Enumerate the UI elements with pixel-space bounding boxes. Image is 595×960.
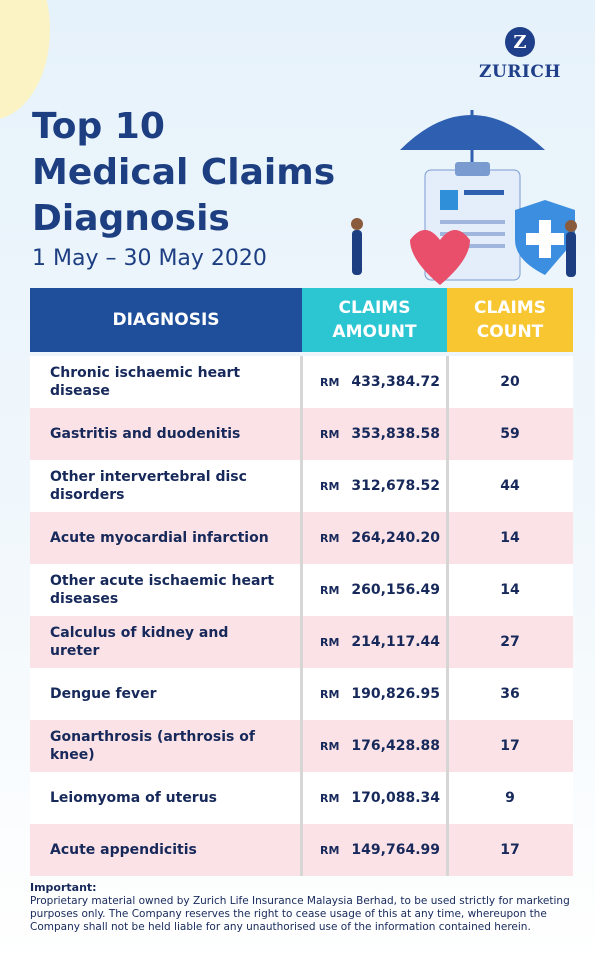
currency: RM — [320, 583, 340, 597]
currency: RM — [320, 635, 340, 649]
column-separator — [446, 356, 449, 876]
currency: RM — [320, 687, 340, 701]
claims-amount: 214,117.44 — [351, 634, 440, 650]
diagnosis: Gastritis and duodenitis — [50, 426, 241, 442]
column-header: CLAIMS AMOUNT — [302, 288, 447, 352]
claims-amount: 190,826.95 — [351, 686, 440, 702]
claims-count: 9 — [505, 790, 515, 806]
column-header: DIAGNOSIS — [30, 288, 302, 352]
claims-count: 59 — [500, 426, 520, 442]
claims-amount: 176,428.88 — [351, 738, 440, 754]
claims-amount: 312,678.52 — [351, 478, 440, 494]
logo: ZURICH — [479, 62, 561, 82]
claims-count: 44 — [500, 478, 520, 494]
currency: RM — [320, 739, 340, 753]
decoration: Z — [0, 0, 577, 285]
diagnosis: Leiomyoma of uterus — [50, 790, 218, 806]
currency: RM — [320, 531, 340, 545]
title-line: Diagnosis — [32, 198, 230, 239]
currency: RM — [320, 375, 340, 389]
title-line: Medical Claims — [32, 152, 336, 193]
claims-amount: 149,764.99 — [351, 842, 440, 858]
diagnosis: Acute myocardial infarction — [50, 530, 269, 546]
currency: RM — [320, 791, 340, 805]
currency: RM — [320, 479, 340, 493]
claims-count: 17 — [500, 842, 520, 858]
claims-count: 27 — [500, 634, 520, 650]
currency: RM — [320, 427, 340, 441]
diagnosis: Other intervertebral disc disorders — [50, 469, 247, 503]
diagnosis: Gonarthrosis (arthrosis of knee) — [50, 729, 255, 763]
title-line: Top 10 — [32, 106, 165, 147]
diagnosis: Other acute ischaemic heart diseases — [50, 573, 275, 607]
claims-amount: 170,088.34 — [351, 790, 440, 806]
claims-count: 20 — [500, 374, 520, 390]
claims-count: 14 — [500, 582, 520, 598]
claims-count: 14 — [500, 530, 520, 546]
diagnosis: Calculus of kidney and ureter — [50, 625, 229, 659]
claims-count: 36 — [500, 686, 520, 702]
footer-label: Important: — [30, 881, 97, 894]
diagnosis: Chronic ischaemic heart disease — [50, 365, 241, 399]
claims-amount: 433,384.72 — [351, 374, 440, 390]
claims-count: 17 — [500, 738, 520, 754]
column-separator — [300, 356, 303, 876]
claims-amount: 353,838.58 — [351, 426, 440, 442]
diagnosis: Acute appendicitis — [50, 842, 197, 858]
date-range: 1 May – 30 May 2020 — [32, 246, 267, 271]
footer-text: Proprietary material owned by Zurich Lif… — [30, 895, 570, 933]
claims-amount: 260,156.49 — [351, 582, 440, 598]
column-header: CLAIMS COUNT — [447, 288, 573, 352]
currency: RM — [320, 843, 340, 857]
claims-amount: 264,240.20 — [351, 530, 440, 546]
svg-text:Z: Z — [513, 32, 526, 53]
diagnosis: Dengue fever — [50, 686, 157, 702]
